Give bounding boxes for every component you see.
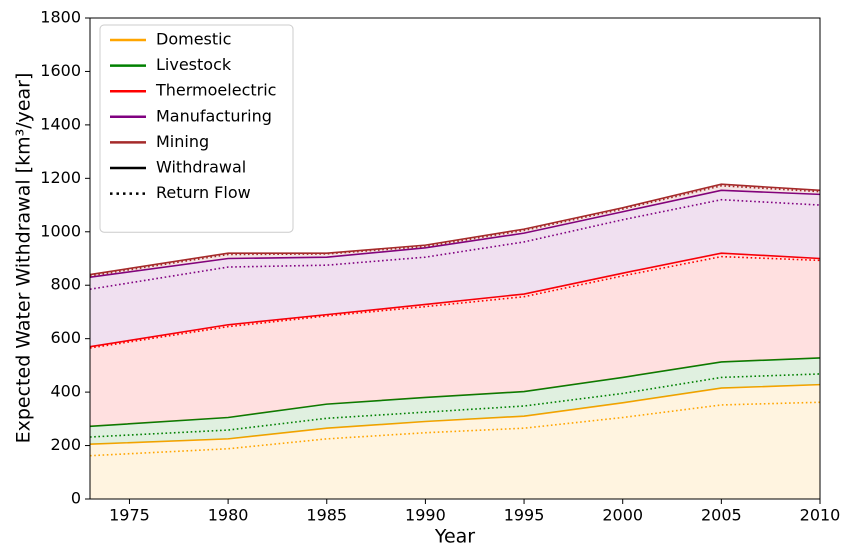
x-tick-label: 1980 (208, 506, 249, 525)
legend-label: Thermoelectric (155, 81, 276, 100)
y-axis-label: Expected Water Withdrawal [km³/year] (13, 73, 35, 444)
withdrawal-line (89, 189, 821, 278)
area (90, 384, 820, 499)
legend-label: Withdrawal (156, 158, 246, 177)
legend-box (99, 24, 294, 233)
area (90, 253, 820, 427)
legend-label: Livestock (156, 55, 232, 74)
x-tick-label: 1975 (109, 506, 150, 525)
area (90, 184, 820, 278)
y-tick-label: 400 (50, 382, 81, 401)
return-flow-line (89, 185, 821, 277)
area (90, 357, 820, 445)
x-tick-label: 2010 (800, 506, 841, 525)
x-tick-label: 2000 (602, 506, 643, 525)
return-flow-line (89, 255, 821, 349)
y-tick-label: 1400 (40, 114, 81, 133)
y-tick-label: 800 (50, 275, 81, 294)
x-tick-label: 1990 (405, 506, 446, 525)
y-tick-label: 1600 (40, 61, 81, 80)
x-tick-label: 1985 (306, 506, 347, 525)
withdrawal-line (89, 357, 821, 428)
legend: Domestic Livestock Thermoelectric Manufactu… (99, 24, 294, 233)
legend-label: Manufacturing (156, 106, 272, 125)
x-axis-label: Year (434, 526, 475, 548)
plot-area (89, 183, 821, 499)
legend-label: Domestic (156, 30, 231, 49)
return-flow-line (89, 198, 821, 291)
y-tick-label: 200 (50, 435, 81, 454)
plot-frame (89, 17, 821, 500)
y-tick-label: 1800 (40, 8, 81, 27)
x-tick-label: 1995 (504, 506, 545, 525)
return-flow-line (89, 373, 821, 438)
y-tick-label: 0 (71, 489, 81, 508)
area (90, 190, 820, 347)
withdrawal-line (89, 183, 821, 276)
x-tick-label: 2005 (701, 506, 742, 525)
y-tick-label: 1000 (40, 221, 81, 240)
legend-label: Mining (156, 132, 209, 151)
withdrawal-line (89, 252, 821, 348)
y-tick-label: 600 (50, 328, 81, 347)
withdrawal-line (89, 383, 821, 446)
legend-label: Return Flow (156, 183, 251, 202)
y-tick-label: 1200 (40, 168, 81, 187)
